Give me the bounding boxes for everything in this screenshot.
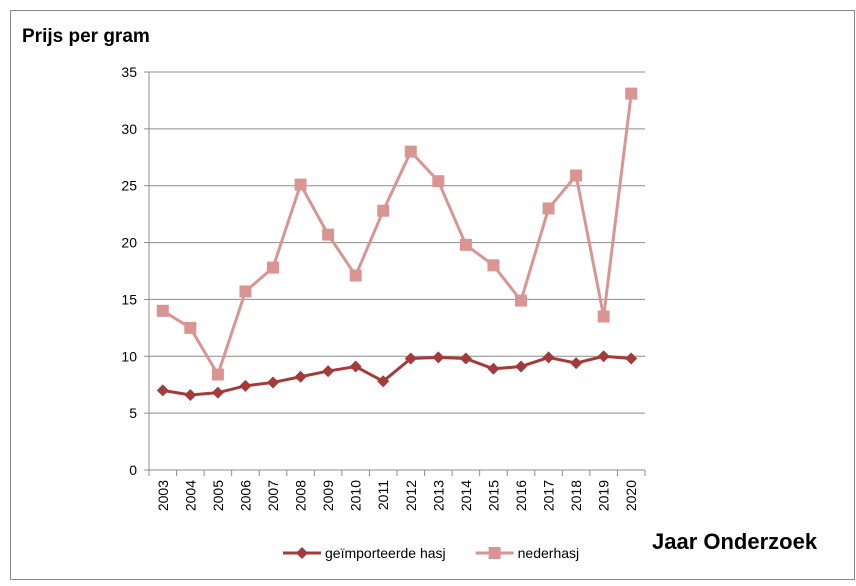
chart-frame bbox=[10, 10, 855, 580]
data-point bbox=[156, 304, 169, 317]
data-point bbox=[349, 269, 362, 282]
data-point bbox=[322, 365, 335, 378]
data-point bbox=[597, 350, 610, 363]
y-tick-label: 0 bbox=[129, 462, 137, 478]
data-point bbox=[487, 259, 500, 272]
data-point bbox=[432, 351, 445, 364]
data-point bbox=[404, 352, 417, 365]
x-tick-label: 2005 bbox=[210, 480, 226, 511]
x-tick-label: 2014 bbox=[458, 480, 474, 511]
y-tick-label: 25 bbox=[121, 178, 137, 194]
legend-label: geïmporteerde hasj bbox=[325, 545, 446, 561]
data-point bbox=[542, 202, 555, 215]
data-point bbox=[570, 357, 583, 370]
legend-label: nederhasj bbox=[518, 545, 580, 561]
data-point bbox=[267, 376, 279, 389]
y-tick-label: 10 bbox=[121, 348, 137, 364]
y-tick-label: 30 bbox=[121, 121, 137, 137]
data-point bbox=[597, 310, 610, 323]
data-point bbox=[239, 379, 252, 392]
data-point bbox=[211, 368, 224, 381]
x-tick-label: 2011 bbox=[375, 480, 391, 510]
legend-marker bbox=[296, 547, 308, 559]
data-point bbox=[294, 370, 307, 383]
x-tick-label: 2015 bbox=[485, 480, 501, 511]
data-point bbox=[570, 169, 583, 182]
data-point bbox=[377, 204, 390, 217]
chart-title: Prijs per gram bbox=[22, 26, 150, 47]
data-point bbox=[322, 228, 335, 241]
x-tick-label: 2004 bbox=[182, 480, 198, 511]
x-tick-label: 2009 bbox=[320, 480, 336, 511]
data-point bbox=[515, 360, 527, 373]
y-tick-label: 35 bbox=[121, 64, 137, 80]
x-tick-label: 2019 bbox=[596, 480, 612, 511]
data-point bbox=[459, 352, 472, 365]
x-tick-label: 2010 bbox=[348, 480, 364, 511]
x-axis-title: Jaar Onderzoek bbox=[652, 529, 818, 554]
data-point bbox=[184, 321, 197, 334]
data-point bbox=[267, 261, 279, 274]
y-tick-label: 15 bbox=[121, 291, 137, 307]
x-tick-label: 2017 bbox=[541, 480, 557, 511]
data-point bbox=[239, 285, 252, 298]
x-tick-label: 2013 bbox=[430, 480, 446, 511]
data-point bbox=[404, 145, 417, 158]
legend-marker bbox=[488, 547, 501, 559]
data-point bbox=[459, 238, 472, 251]
x-tick-label: 2020 bbox=[623, 480, 639, 511]
x-tick-label: 2016 bbox=[513, 480, 529, 511]
y-tick-label: 5 bbox=[129, 405, 137, 421]
data-point bbox=[156, 384, 169, 397]
data-point bbox=[542, 351, 555, 364]
x-tick-label: 2008 bbox=[293, 480, 309, 511]
data-point bbox=[294, 178, 307, 191]
data-point bbox=[211, 386, 224, 399]
data-point bbox=[184, 388, 197, 401]
x-tick-label: 2012 bbox=[403, 480, 419, 511]
x-tick-label: 2003 bbox=[155, 480, 171, 511]
data-point bbox=[625, 352, 638, 365]
data-point bbox=[349, 360, 362, 373]
data-point bbox=[625, 87, 638, 100]
data-point bbox=[515, 294, 527, 307]
x-tick-label: 2018 bbox=[568, 480, 584, 511]
x-tick-label: 2006 bbox=[237, 480, 253, 511]
x-tick-label: 2007 bbox=[265, 480, 281, 511]
data-point bbox=[487, 362, 500, 375]
data-point bbox=[377, 375, 390, 388]
y-tick-label: 20 bbox=[121, 235, 137, 251]
data-point bbox=[432, 175, 445, 188]
